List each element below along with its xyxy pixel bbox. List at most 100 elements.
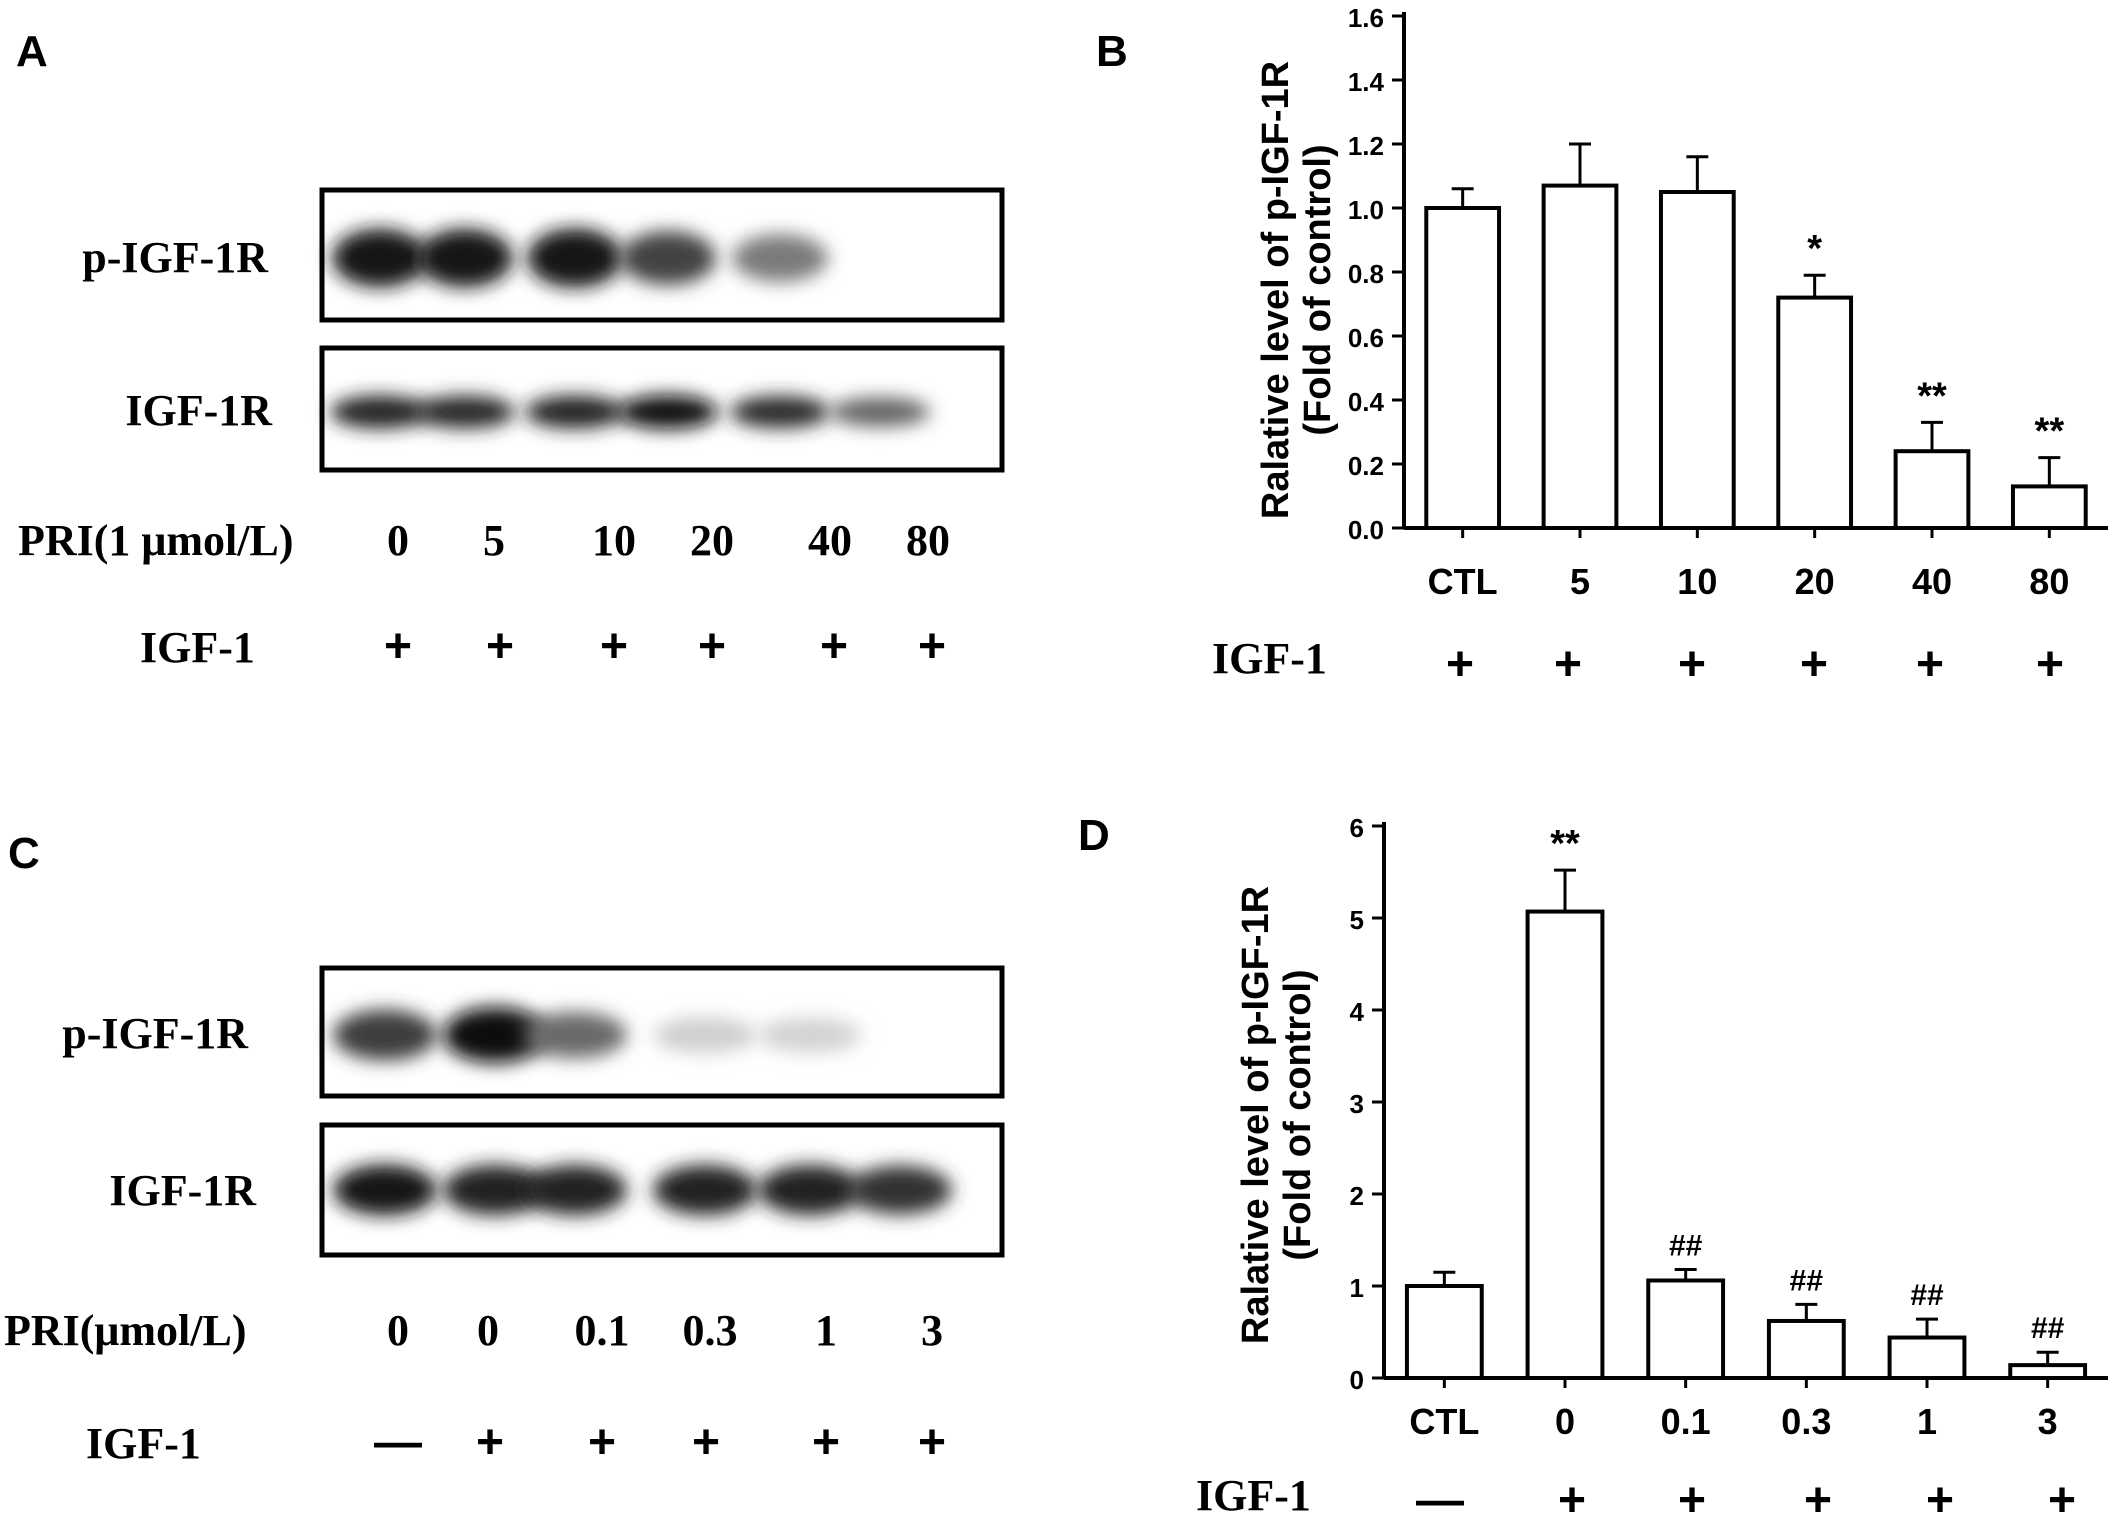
chart-d-ylabel: Ralative level of p-IGF-1R xyxy=(1235,886,1277,1344)
blot-c-row-label-phospho: p-IGF-1R xyxy=(62,1009,249,1058)
blot-band xyxy=(758,1164,862,1216)
bar-chart-b: Ralative level of p-IGF-1R (Fold of cont… xyxy=(1212,3,2108,691)
blot-band xyxy=(333,1009,437,1061)
y-tick-label: 2 xyxy=(1350,1181,1364,1211)
blot-dose-label: 0.3 xyxy=(683,1306,738,1355)
blot-igf-sign: + xyxy=(698,620,726,673)
significance-marker: ## xyxy=(1669,1229,1703,1262)
igf-sign: + xyxy=(1926,1474,1954,1527)
significance-marker: ## xyxy=(2031,1312,2065,1345)
bar xyxy=(1541,183,1619,530)
significance-marker: ## xyxy=(1910,1279,1944,1312)
blot-dose-label: 0 xyxy=(387,516,409,565)
y-tick-label: 0.4 xyxy=(1348,387,1385,417)
blot-band xyxy=(523,1011,627,1059)
x-tick-label: 0.1 xyxy=(1661,1401,1711,1442)
blot-dose-label: 80 xyxy=(906,516,950,565)
y-tick-label: 5 xyxy=(1350,905,1364,935)
panel-label-b: B xyxy=(1096,27,1128,76)
y-tick-label: 4 xyxy=(1350,997,1365,1027)
blot-a-dose-label: PRI(1 μmol/L) xyxy=(18,516,293,565)
blot-band xyxy=(653,1164,757,1216)
chart-d-ylabel-secondary: (Fold of control) xyxy=(1277,969,1319,1260)
blot-band xyxy=(527,228,623,288)
blot-dose-label: 0.1 xyxy=(575,1306,630,1355)
bar xyxy=(1893,449,1971,531)
panel-label-d: D xyxy=(1078,811,1110,860)
blot-igf-sign: + xyxy=(812,1416,840,1469)
blot-band xyxy=(758,1017,862,1053)
x-tick-label: CTL xyxy=(1409,1401,1479,1442)
igf-sign: + xyxy=(1678,1474,1706,1527)
blot-igf-sign: + xyxy=(588,1416,616,1469)
bar-chart-d: Ralative level of p-IGF-1R (Fold of cont… xyxy=(1196,813,2108,1527)
blot-c-dose-label: PRI(μmol/L) xyxy=(4,1306,246,1355)
blot-a-igf-label: IGF-1 xyxy=(140,623,255,672)
blot-band xyxy=(330,395,430,429)
blot-dose-label: 1 xyxy=(815,1306,837,1355)
x-tick-label: 10 xyxy=(1677,561,1717,602)
chart-b-ylabel: Ralative level of p-IGF-1R xyxy=(1255,61,1297,519)
blot-dose-label: 10 xyxy=(592,516,636,565)
x-tick-label: 40 xyxy=(1912,561,1952,602)
igf-sign: + xyxy=(1446,638,1474,691)
chart-d-igf-label: IGF-1 xyxy=(1196,1471,1311,1520)
blot-igf-sign: + xyxy=(692,1416,720,1469)
blot-igf-sign: + xyxy=(918,1416,946,1469)
x-tick-label: 3 xyxy=(2038,1401,2058,1442)
bar xyxy=(1646,1278,1726,1380)
blot-band xyxy=(443,1164,547,1216)
blot-band xyxy=(443,1007,547,1063)
blot-band xyxy=(333,1164,437,1216)
bar xyxy=(1766,1318,1846,1380)
y-tick-label: 0.6 xyxy=(1348,323,1384,353)
y-tick-label: 0.8 xyxy=(1348,259,1384,289)
igf-sign: + xyxy=(1678,638,1706,691)
blot-band xyxy=(653,1017,757,1053)
bar xyxy=(1776,295,1854,530)
blot-band xyxy=(848,1165,952,1215)
igf-sign: + xyxy=(1558,1474,1586,1527)
y-tick-label: 1.6 xyxy=(1348,3,1384,33)
blot-band xyxy=(417,228,513,288)
x-tick-label: 80 xyxy=(2029,561,2069,602)
y-tick-label: 3 xyxy=(1350,1089,1364,1119)
blot-a-igf-row: + + + + + + xyxy=(384,620,946,673)
igf-sign: — xyxy=(1416,1474,1464,1527)
x-tick-label: CTL xyxy=(1428,561,1498,602)
blot-igf-sign: + xyxy=(486,620,514,673)
x-tick-label: 0 xyxy=(1555,1401,1575,1442)
blot-igf-sign: + xyxy=(600,620,628,673)
bar xyxy=(1424,206,1502,530)
blot-igf-sign: + xyxy=(820,620,848,673)
panel-label-c: C xyxy=(8,829,40,878)
y-tick-label: 1.0 xyxy=(1348,195,1384,225)
blot-c-igf-row: — + + + + + xyxy=(374,1416,946,1469)
blot-dose-label: 5 xyxy=(483,516,505,565)
panel-label-a: A xyxy=(16,27,48,76)
blot-dose-label: 0 xyxy=(477,1306,499,1355)
blot-a-row-label-total: IGF-1R xyxy=(125,386,273,435)
igf-sign: + xyxy=(1916,638,1944,691)
blot-c-doses: 0 0 0.1 0.3 1 3 xyxy=(387,1306,943,1355)
bar xyxy=(2010,484,2088,530)
x-tick-label: 20 xyxy=(1795,561,1835,602)
y-tick-label: 0 xyxy=(1350,1365,1364,1395)
blot-band xyxy=(415,395,515,429)
igf-sign: + xyxy=(1800,638,1828,691)
blot-igf-sign: + xyxy=(918,620,946,673)
y-tick-label: 6 xyxy=(1350,813,1364,843)
bar xyxy=(1658,190,1736,530)
blot-a-doses: 0 5 10 20 40 80 xyxy=(387,516,950,565)
igf-sign: + xyxy=(2036,638,2064,691)
x-tick-label: 0.3 xyxy=(1781,1401,1831,1442)
significance-marker: * xyxy=(1807,228,1822,270)
blot-igf-sign: — xyxy=(374,1416,422,1469)
blot-igf-sign: + xyxy=(384,620,412,673)
blot-band xyxy=(620,230,716,286)
bar xyxy=(1887,1335,1967,1381)
y-tick-label: 1.4 xyxy=(1348,67,1385,97)
blot-dose-label: 40 xyxy=(808,516,852,565)
